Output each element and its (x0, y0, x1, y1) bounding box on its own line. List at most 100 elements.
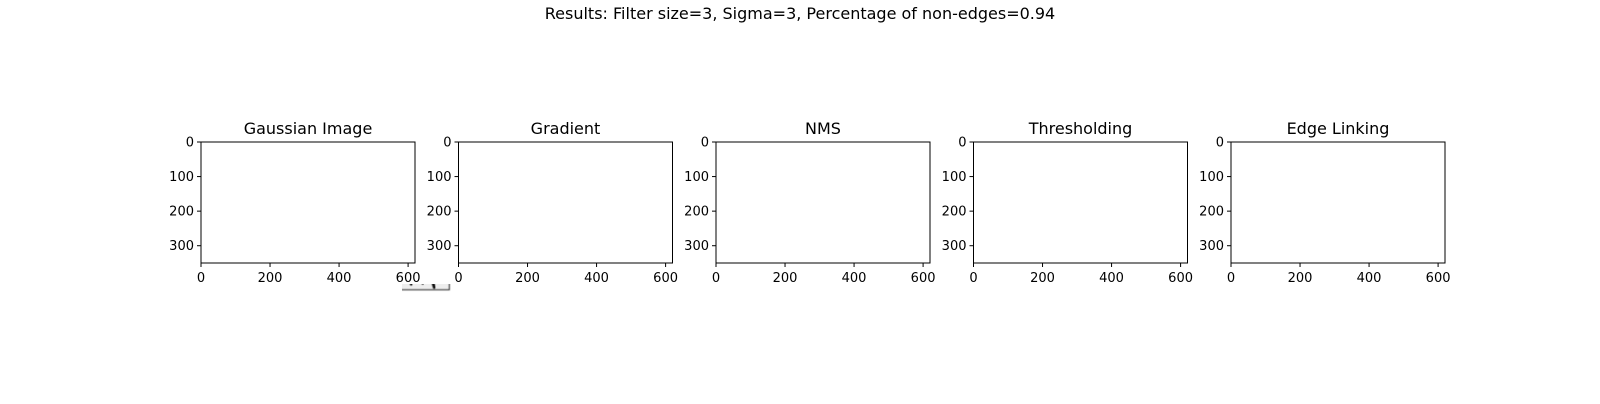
y-tick-label: 0 (443, 136, 451, 151)
edge-speckle (1430, 168, 1431, 170)
edge-line (1321, 193, 1351, 211)
edge-line (916, 170, 925, 286)
edge-line (472, 185, 502, 203)
edge-line (549, 241, 579, 259)
edge-line (1313, 169, 1321, 276)
edge-line (1060, 241, 1090, 259)
edge-line (636, 171, 644, 290)
edge-line (545, 231, 575, 249)
edge-line (987, 204, 1017, 222)
edge-line (1152, 171, 1159, 290)
zebra-stripe (297, 166, 304, 281)
edge-speckle (1103, 207, 1105, 208)
edge-line (662, 170, 671, 285)
y-tick-label: 0 (701, 136, 709, 151)
edge-speckle (1425, 167, 1427, 168)
edge-line (476, 232, 506, 250)
edge-line (875, 177, 882, 285)
edge-line (991, 194, 1021, 212)
edge-line (803, 212, 833, 230)
edge-line (1380, 162, 1389, 282)
edge-line (1200, 170, 1208, 288)
zebra-stripe (289, 193, 319, 211)
edge-line (1118, 162, 1124, 279)
edge-speckle (1176, 188, 1177, 189)
edge-line (549, 193, 579, 211)
edge-speckle (1093, 197, 1094, 198)
edge-line (1139, 174, 1147, 285)
edge-line (472, 232, 502, 250)
edge-speckle (1137, 197, 1138, 198)
edge-line (991, 213, 1021, 231)
edge-line (733, 194, 763, 212)
edge-outline (986, 153, 1149, 281)
edge-speckle (1427, 174, 1428, 176)
edge-line (730, 213, 760, 231)
edge-line (1095, 162, 1101, 276)
x-tick-label: 0 (1227, 271, 1235, 286)
edge-line (1060, 231, 1090, 249)
edge-line (476, 223, 506, 241)
edge-line (803, 241, 833, 259)
subplot-title: Gradient (531, 119, 601, 138)
edge-speckle (1394, 204, 1395, 205)
zebra-stripe (331, 162, 339, 278)
subplot-2: Gradient 0 200 400 600 0 100 200 300 (427, 119, 678, 290)
y-tick-label: 200 (427, 205, 452, 220)
edge-line (1091, 162, 1097, 276)
edge-line (764, 178, 771, 280)
edge-speckle (1374, 171, 1376, 172)
y-tick-label: 200 (942, 205, 967, 220)
edge-line (991, 232, 1021, 250)
edge-outline (471, 153, 634, 281)
edge-speckle (1407, 169, 1408, 170)
edge-line (495, 181, 502, 276)
x-tick-label: 600 (1168, 271, 1193, 286)
edge-line (881, 174, 890, 290)
zebra-stripe (289, 212, 319, 230)
edge-line (1060, 193, 1090, 211)
edge-line (1155, 171, 1162, 290)
zebra-stripe (409, 284, 413, 286)
edge-speckle (1169, 155, 1170, 156)
edge-line (897, 171, 905, 290)
edge-line (564, 163, 571, 277)
edge-line (1064, 241, 1094, 259)
edge-line (803, 222, 833, 240)
y-tick-label: 300 (684, 239, 709, 254)
zebra-stripe (369, 174, 377, 290)
panel-image (201, 142, 450, 291)
edge-line (1318, 241, 1348, 259)
x-tick-label: 200 (773, 271, 798, 286)
edge-line (1351, 162, 1359, 278)
edge-line (806, 231, 836, 249)
edge-speckle (1173, 160, 1174, 161)
edge-line (1419, 170, 1428, 287)
edge-line (1248, 185, 1278, 203)
zebra-muzzle (214, 243, 231, 254)
axes-frame (458, 141, 673, 264)
edge-speckle (1432, 175, 1434, 176)
edge-speckle (1385, 189, 1386, 190)
edge-line (733, 232, 763, 250)
edge-line (1044, 172, 1052, 278)
edge-line (1318, 231, 1348, 249)
edge-speckle (1372, 174, 1373, 175)
edge-line (545, 203, 575, 221)
edge-speckle (1171, 190, 1172, 192)
x-tick-label: 400 (1357, 271, 1382, 286)
edge-line (991, 223, 1021, 241)
subplot-title: Thresholding (1028, 119, 1133, 138)
zebra-stripe (251, 178, 257, 277)
edge-line (1362, 162, 1370, 275)
edge-line (1143, 174, 1151, 285)
zebra-stripe (289, 241, 319, 259)
image-background (201, 142, 415, 263)
edge-line (730, 223, 760, 241)
edge-line (904, 170, 913, 283)
edge-line (806, 203, 836, 221)
edge-speckle (1391, 163, 1392, 164)
edge-line (569, 189, 579, 285)
edge-speckle (1396, 161, 1397, 162)
